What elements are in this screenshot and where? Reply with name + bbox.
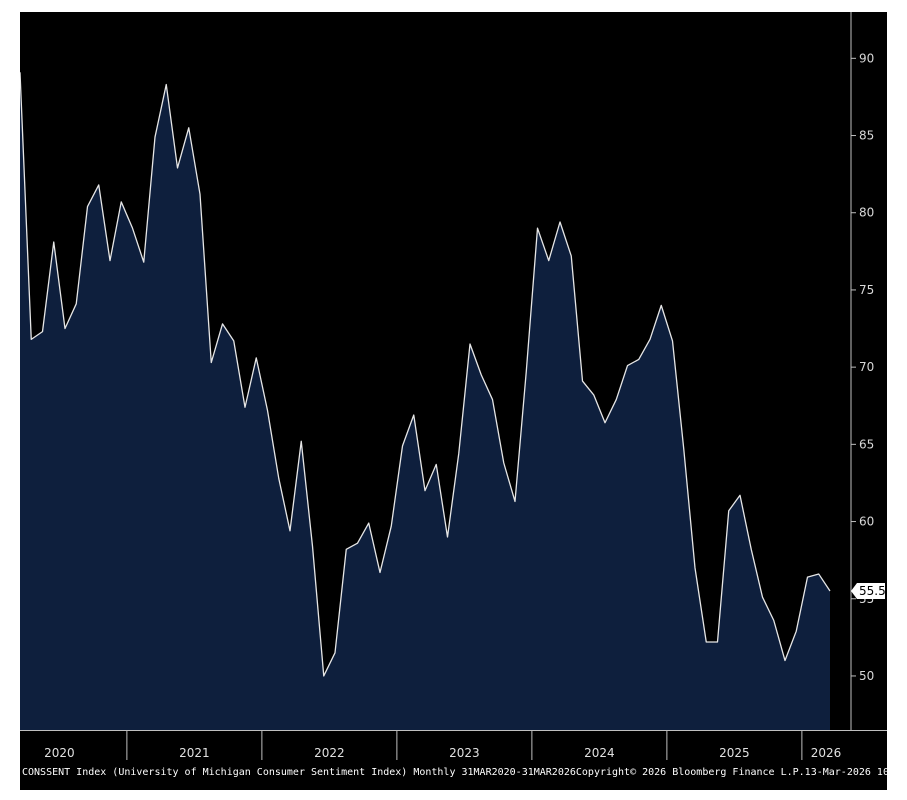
x-tick-label: 2025	[719, 746, 750, 760]
x-tick-label: 2023	[449, 746, 480, 760]
last-value-marker: 55.5	[851, 583, 886, 600]
footer-timestamp: 13-Mar-2026 10:31:27	[804, 767, 887, 778]
footer: CONSSENT Index (University of Michigan C…	[20, 765, 887, 781]
x-tick-label: 2024	[584, 746, 615, 760]
y-tick-label: 75	[859, 283, 874, 297]
y-axis: 505560657075808590	[850, 12, 874, 730]
y-tick-label: 70	[859, 360, 874, 374]
sentiment-area-chart: 505560657075808590 202020212022202320242…	[20, 12, 887, 760]
y-tick-label: 60	[859, 515, 874, 529]
x-axis: 2020 2021 2022 2023 2024 2025 2026	[20, 730, 887, 760]
y-tick-label: 90	[859, 51, 874, 65]
x-tick-label: 2021	[179, 746, 210, 760]
y-tick-label: 85	[859, 129, 874, 143]
x-tick-label: 2026	[811, 746, 842, 760]
series-line	[20, 72, 831, 677]
footer-source: CONSSENT Index (University of Michigan C…	[22, 767, 576, 778]
area-layer	[20, 72, 830, 731]
last-value-label: 55.5	[859, 584, 886, 598]
footer-copyright: Copyright© 2026 Bloomberg Finance L.P.	[575, 767, 805, 778]
x-tick-label: 2020	[44, 746, 75, 760]
last-value-box	[851, 583, 885, 600]
y-tick-label: 50	[859, 669, 874, 683]
line-layer	[20, 72, 831, 677]
y-tick-label: 65	[859, 437, 874, 451]
series-area	[20, 72, 830, 731]
x-tick-label: 2022	[314, 746, 345, 760]
y-tick-label: 80	[859, 206, 874, 220]
chart-frame: 505560657075808590 202020212022202320242…	[20, 12, 887, 790]
